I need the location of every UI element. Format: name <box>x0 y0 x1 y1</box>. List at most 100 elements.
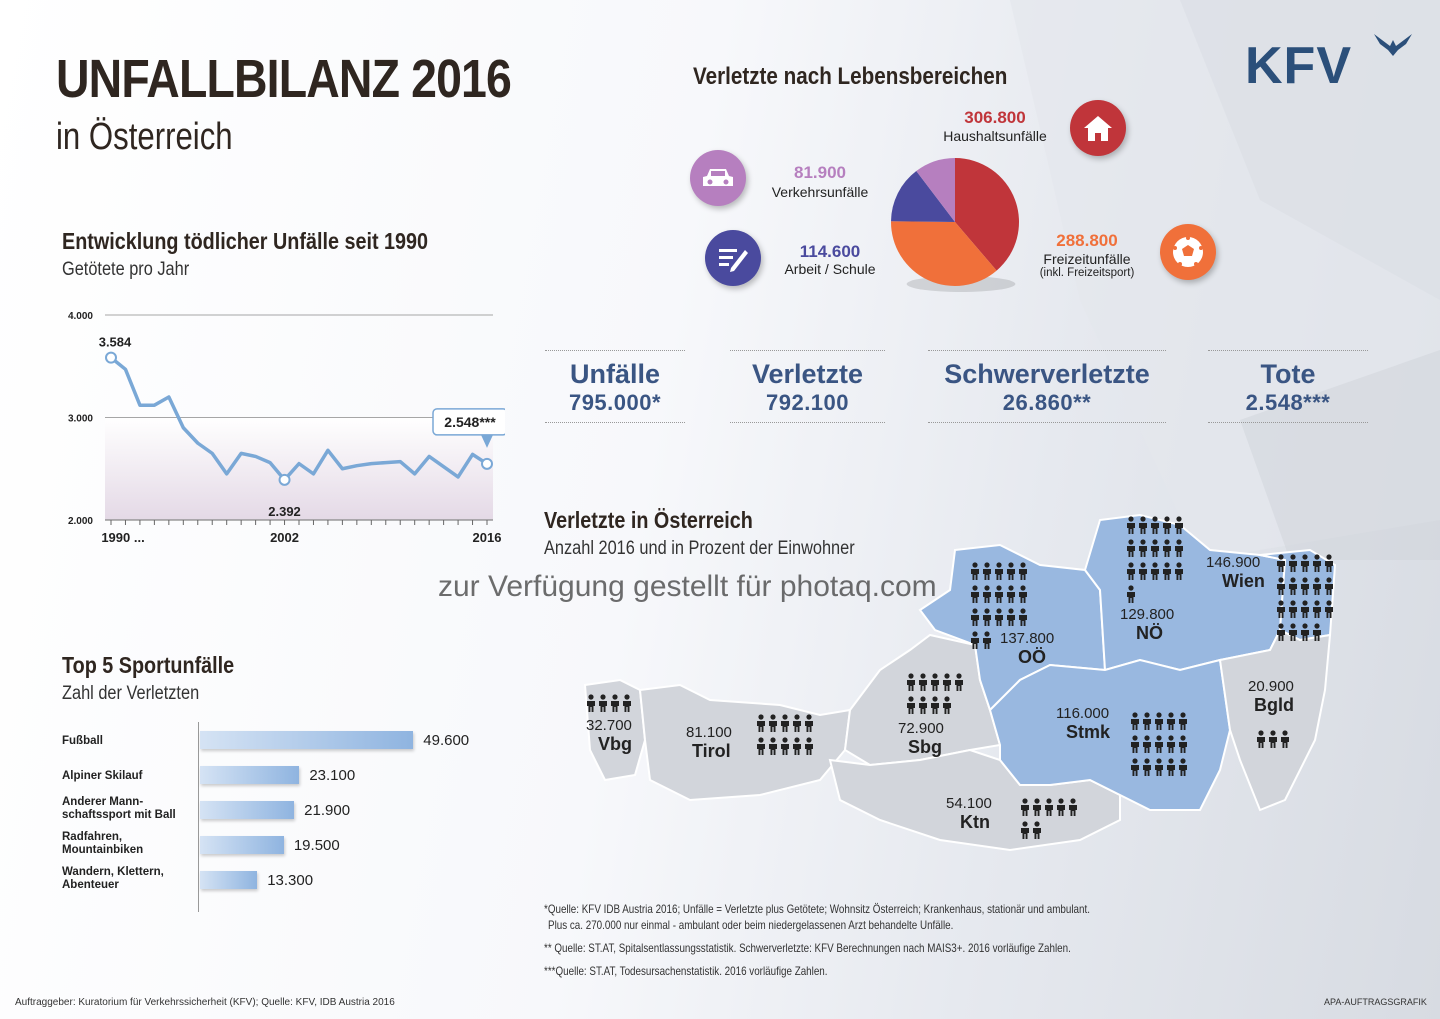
region-vbg: 32.700 Vbg <box>586 694 646 755</box>
bar <box>200 731 414 749</box>
bar-chart-axis <box>198 722 199 912</box>
bar-category-label: Wandern, Klettern, Abenteuer <box>62 866 164 891</box>
person-icon <box>1166 735 1176 753</box>
person-icon <box>804 714 814 732</box>
person-icon <box>1006 562 1016 580</box>
fatal-subheading: Getötete pro Jahr <box>62 259 190 280</box>
person-icon <box>1324 554 1334 572</box>
person-icon <box>1018 562 1028 580</box>
region-tirol-name: Tirol <box>692 741 731 761</box>
data-point-marker <box>105 351 117 364</box>
sports-heading: Top 5 Sportunfälle <box>62 652 235 678</box>
stat-accidents: Unfälle 795.000* <box>545 350 685 423</box>
y-tick-label: 3.000 <box>68 414 93 425</box>
x-tick-label: 2002 <box>270 530 299 545</box>
person-icon <box>586 694 596 712</box>
person-icon <box>930 673 940 691</box>
person-icon <box>994 608 1004 626</box>
annotation-pointer <box>481 434 493 448</box>
footnote-3: ***Quelle: ST.AT, Todesursachenstatistik… <box>544 964 828 978</box>
person-icon <box>1300 554 1310 572</box>
life-areas-pie-chart <box>891 158 1019 292</box>
person-icon <box>1150 562 1160 580</box>
bar-value-label: 49.600 <box>423 732 470 749</box>
traffic-label: Verkehrsunfälle <box>771 184 869 200</box>
household-value: 306.800 <box>964 108 1026 127</box>
person-icon <box>982 608 992 626</box>
person-icon <box>1312 600 1322 618</box>
region-tirol-value: 81.100 <box>686 724 732 741</box>
people-icons <box>1130 712 1190 781</box>
person-icon <box>1312 577 1322 595</box>
people-icons <box>1276 554 1336 646</box>
person-icon <box>1032 798 1042 816</box>
work-school-value: 114.600 <box>799 242 861 261</box>
person-icon <box>1166 758 1176 776</box>
people-icons <box>970 562 1030 654</box>
stat-accidents-value: 795.000* <box>568 390 662 415</box>
person-icon <box>1154 735 1164 753</box>
person-icon <box>792 714 802 732</box>
region-stmk-value: 116.000 <box>1056 705 1110 722</box>
bar-value-label: 19.500 <box>293 837 340 854</box>
bar <box>200 836 284 854</box>
pen-document-icon <box>705 230 761 286</box>
agency-credit: APA-AUFTRAGSGRAFIK <box>1324 997 1427 1007</box>
region-noe-value: 129.800 <box>1120 606 1175 623</box>
person-icon <box>1126 562 1136 580</box>
leisure-label: Freizeitunfälle <box>1043 251 1131 267</box>
person-icon <box>1138 562 1148 580</box>
car-icon <box>690 150 746 206</box>
person-icon <box>1288 554 1298 572</box>
x-tick-label: 2016 <box>473 530 502 545</box>
stat-deaths-value: 2.548*** <box>1245 390 1331 415</box>
bar-category-label: Alpiner Skilauf <box>62 770 143 782</box>
person-icon <box>1154 712 1164 730</box>
person-icon <box>1044 798 1054 816</box>
data-point-marker <box>481 457 493 470</box>
region-ooe: 137.800 OÖ <box>1000 630 1054 668</box>
household-label: Haushaltsunfälle <box>943 128 1047 144</box>
person-icon <box>756 714 766 732</box>
life-areas-heading: Verletzte nach Lebensbereichen <box>693 63 1008 90</box>
stat-deaths: Tote 2.548*** <box>1208 350 1368 423</box>
person-icon <box>1166 712 1176 730</box>
person-icon <box>942 673 952 691</box>
person-icon <box>1276 623 1286 641</box>
region-ktn: 54.100 Ktn <box>946 795 992 833</box>
person-icon <box>1288 600 1298 618</box>
person-icon <box>1300 600 1310 618</box>
person-icon <box>610 694 620 712</box>
bar-value-label: 23.100 <box>309 767 356 784</box>
person-icon <box>1020 821 1030 839</box>
person-icon <box>1288 623 1298 641</box>
person-icon <box>942 696 952 714</box>
person-icon <box>1256 730 1266 748</box>
watermark-text: zur Verfügung gestellt für photaq.com <box>438 570 937 603</box>
eagle-logo-icon <box>1374 34 1412 56</box>
person-icon <box>1020 798 1030 816</box>
region-bgld-value: 20.900 <box>1248 678 1294 695</box>
stat-seriously-injured: Schwerverletzte 26.860** <box>928 350 1166 423</box>
soccer-ball-icon <box>1160 224 1216 280</box>
person-icon <box>768 737 778 755</box>
person-icon <box>1174 562 1184 580</box>
person-icon <box>1056 798 1066 816</box>
person-icon <box>1300 623 1310 641</box>
person-icon <box>768 714 778 732</box>
map-region-bgld <box>1218 628 1332 812</box>
person-icon <box>970 585 980 603</box>
person-icon <box>792 737 802 755</box>
person-icon <box>1032 821 1042 839</box>
person-icon <box>1142 735 1152 753</box>
data-label: 2.548*** <box>444 414 496 430</box>
person-icon <box>1178 735 1188 753</box>
person-icon <box>780 737 790 755</box>
region-wien-name: Wien <box>1222 571 1265 591</box>
region-sbg-name: Sbg <box>908 737 942 757</box>
bar-category-label: Fußball <box>62 735 103 747</box>
page-subtitle: in Österreich <box>56 116 233 158</box>
footnote-1: *Quelle: KFV IDB Austria 2016; Unfälle =… <box>544 902 1090 916</box>
person-icon <box>1178 758 1188 776</box>
fatal-heading: Entwicklung tödlicher Unfälle seit 1990 <box>62 228 429 254</box>
